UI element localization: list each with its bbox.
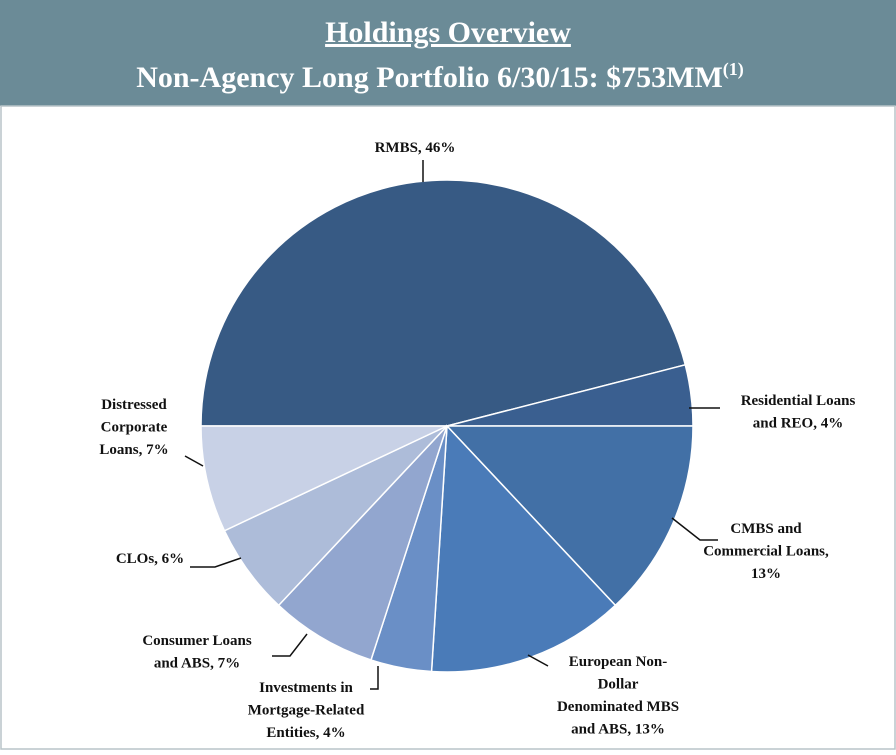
pie-slice <box>277 425 448 661</box>
slice-label-line: 13% <box>751 566 781 582</box>
slice-label-line: Distressed <box>101 397 167 413</box>
footnote-marker: (1) <box>723 59 744 80</box>
slice-label-line: Denominated MBS <box>557 699 679 715</box>
slice-label-line: and REO, 4% <box>753 416 843 432</box>
leader-line <box>671 517 718 541</box>
chart-title: Holdings Overview <box>325 16 571 49</box>
chart-subtitle: Non-Agency Long Portfolio 6/30/15: $753M… <box>136 59 744 94</box>
slice-label-line: CLOs, 6% <box>116 551 184 567</box>
slice-label-line: Corporate <box>101 420 168 436</box>
chart-frame <box>0 105 896 750</box>
slice-label: Residential Loans and REO, 4% <box>741 393 856 432</box>
pie-slice <box>445 425 694 607</box>
slice-label-line: CMBS and <box>730 521 802 537</box>
slice-label-line: and ABS, 13% <box>571 722 665 738</box>
slice-label-line: Consumer Loans <box>142 633 251 649</box>
slice-label-line: Dollar <box>598 677 639 693</box>
slice-label: CLOs, 6% <box>116 551 184 567</box>
pie-slice <box>200 179 687 427</box>
slice-label: Distressed Corporate Loans, 7% <box>99 397 168 458</box>
slice-label: Investments in Mortgage-Related Entities, … <box>248 680 365 741</box>
slice-label: CMBS and Commercial Loans, 13% <box>703 521 829 582</box>
slice-label-line: European Non- <box>569 654 668 670</box>
header-band <box>0 0 896 106</box>
leader-line <box>272 633 308 657</box>
pie-slice <box>200 425 448 532</box>
subtitle-text: Non-Agency Long Portfolio 6/30/15: $753M… <box>136 61 723 94</box>
slice-label-line: RMBS, 46% <box>375 140 456 156</box>
leader-line <box>190 557 242 568</box>
slice-label-line: Loans, 7% <box>99 442 168 458</box>
slice-label-line: Residential Loans <box>741 393 856 409</box>
leader-line <box>370 666 379 690</box>
slice-label: Consumer Loans and ABS, 7% <box>142 633 251 672</box>
slice-label-line: Entities, 4% <box>266 725 345 741</box>
slice-label-line: Commercial Loans, <box>703 544 829 560</box>
leader-line <box>184 455 204 467</box>
slice-label-line: and ABS, 7% <box>154 656 240 672</box>
slice-label-line: Mortgage-Related <box>248 703 365 719</box>
slice-label-line: Investments in <box>259 680 353 696</box>
pie-slice <box>430 424 617 673</box>
slice-label: RMBS, 46% <box>375 140 456 156</box>
leader-line <box>527 654 549 667</box>
slice-label: European Non- Dollar Denominated MBS and AB… <box>557 654 679 738</box>
